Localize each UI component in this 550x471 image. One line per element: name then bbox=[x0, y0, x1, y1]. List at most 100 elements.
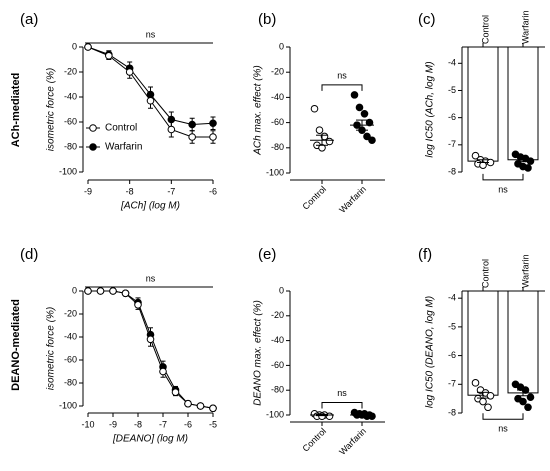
x-tick-label: -6 bbox=[184, 419, 192, 429]
data-point bbox=[105, 51, 113, 60]
category-label: Control bbox=[301, 426, 329, 454]
x-tick-label: -8 bbox=[134, 419, 142, 429]
legend-marker bbox=[89, 124, 97, 132]
data-point bbox=[315, 126, 324, 134]
x-tick-label: -7 bbox=[167, 186, 175, 196]
y-tick-label: -6 bbox=[448, 112, 456, 122]
y-tick-label: -8 bbox=[448, 166, 456, 176]
data-point bbox=[360, 109, 369, 118]
x-tick-label: -6 bbox=[209, 186, 217, 196]
y-tick-label: -4 bbox=[448, 58, 456, 68]
bar bbox=[507, 46, 539, 161]
data-point bbox=[524, 164, 532, 172]
y-axis-label: isometric force (%) bbox=[46, 307, 57, 390]
data-point bbox=[526, 393, 535, 402]
data-point bbox=[471, 379, 480, 387]
bracket bbox=[321, 402, 363, 409]
data-point bbox=[310, 104, 319, 113]
panel-label: (f) bbox=[418, 246, 432, 263]
y-tick-label: -40 bbox=[64, 91, 77, 101]
data-point bbox=[167, 125, 176, 134]
data-point bbox=[109, 287, 117, 295]
data-point bbox=[471, 151, 480, 160]
data-point bbox=[84, 287, 92, 295]
data-point bbox=[209, 404, 217, 413]
y-tick-label: 0 bbox=[72, 285, 77, 295]
data-point bbox=[159, 367, 167, 376]
y-tick-label: -60 bbox=[64, 116, 77, 126]
data-point bbox=[365, 118, 374, 127]
y-tick-label: -7 bbox=[448, 139, 456, 149]
data-point bbox=[134, 301, 142, 309]
legend-label: Warfarin bbox=[105, 142, 142, 153]
panel-label: (d) bbox=[20, 246, 38, 263]
y-tick-label: -80 bbox=[271, 142, 284, 152]
data-point bbox=[526, 157, 535, 165]
annotation: ns bbox=[146, 29, 156, 39]
y-tick-label: -100 bbox=[266, 409, 284, 419]
category-label: Control bbox=[301, 184, 329, 212]
annotation: ns bbox=[498, 184, 508, 194]
bar bbox=[467, 46, 499, 162]
y-tick-label: -100 bbox=[59, 400, 77, 410]
y-tick-label: 0 bbox=[72, 41, 77, 51]
panel-label: (b) bbox=[258, 11, 276, 28]
y-axis-label: log IC50 (DEANO, log M) bbox=[425, 296, 436, 408]
x-tick-label: -9 bbox=[84, 186, 92, 196]
y-axis-label: isometric force (%) bbox=[46, 68, 57, 151]
data-point bbox=[188, 133, 196, 141]
y-tick-label: -60 bbox=[64, 354, 77, 364]
bar bbox=[467, 290, 499, 396]
data-point bbox=[519, 397, 527, 406]
category-label: Control bbox=[480, 15, 490, 44]
y-tick-label: -40 bbox=[64, 331, 77, 341]
y-tick-label: -60 bbox=[271, 360, 284, 370]
data-point bbox=[171, 388, 180, 397]
legend-label: Control bbox=[105, 123, 137, 134]
x-tick-label: -8 bbox=[126, 186, 134, 196]
y-tick-label: -20 bbox=[271, 310, 284, 320]
y-tick-label: -20 bbox=[271, 67, 284, 77]
y-tick-label: -4 bbox=[448, 293, 456, 303]
y-tick-label: -80 bbox=[64, 141, 77, 151]
data-point bbox=[125, 68, 134, 76]
panel-label: (a) bbox=[20, 11, 38, 28]
data-point bbox=[363, 132, 371, 141]
y-tick-label: -20 bbox=[64, 308, 77, 318]
data-point bbox=[524, 403, 532, 412]
data-point bbox=[96, 287, 105, 295]
y-tick-label: -7 bbox=[448, 379, 456, 389]
data-point bbox=[188, 120, 196, 129]
annotation: ns bbox=[337, 70, 347, 80]
data-point bbox=[355, 103, 364, 112]
x-tick-label: -5 bbox=[209, 419, 217, 429]
data-point bbox=[146, 96, 155, 105]
bracket bbox=[482, 173, 524, 181]
x-tick-label: -7 bbox=[159, 419, 167, 429]
y-tick-label: -20 bbox=[64, 66, 77, 76]
y-tick-label: -100 bbox=[59, 166, 77, 176]
y-tick-label: -8 bbox=[448, 407, 456, 417]
x-axis-label: [ACh] (log M) bbox=[120, 201, 180, 212]
y-tick-label: -40 bbox=[271, 92, 284, 102]
annotation: ns bbox=[498, 424, 508, 434]
data-point bbox=[368, 136, 376, 145]
x-axis-label: [DEANO] (log M) bbox=[112, 434, 188, 445]
category-label: Warfarin bbox=[337, 184, 368, 215]
data-point bbox=[146, 335, 155, 344]
y-tick-label: -80 bbox=[64, 377, 77, 387]
bracket bbox=[482, 413, 524, 420]
fit-line bbox=[88, 290, 214, 409]
bracket bbox=[321, 84, 363, 91]
data-point bbox=[350, 91, 359, 99]
row-label: ACh-mediated bbox=[10, 73, 22, 148]
annotation: ns bbox=[337, 388, 347, 398]
data-point bbox=[209, 119, 217, 128]
y-tick-label: -100 bbox=[266, 167, 284, 177]
data-point bbox=[368, 412, 376, 421]
data-point bbox=[209, 133, 217, 141]
data-point bbox=[196, 402, 205, 410]
y-tick-label: -5 bbox=[448, 321, 456, 331]
data-point bbox=[484, 403, 492, 412]
data-point bbox=[184, 399, 192, 408]
